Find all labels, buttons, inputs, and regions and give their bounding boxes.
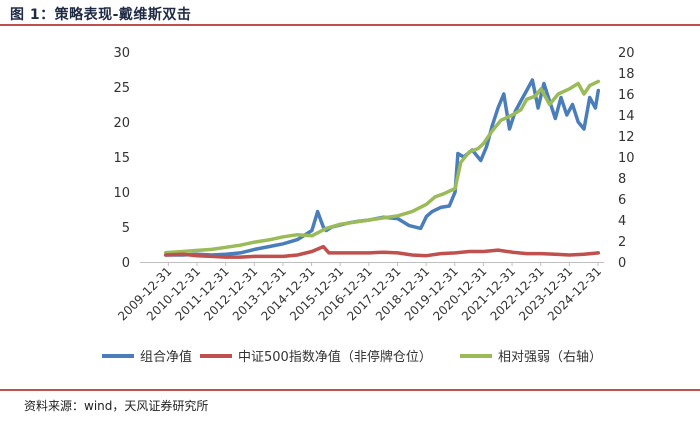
figure-title: 图 1：策略表现-戴维斯双击: [10, 7, 192, 23]
y-right-tick-label: 4: [618, 214, 626, 229]
y-right-tick-label: 14: [618, 109, 635, 124]
y-right-tick-label: 6: [618, 193, 626, 208]
legend-label-1: 组合净值: [140, 349, 192, 365]
y-right-tick-label: 2: [618, 235, 626, 250]
series-line-2: [164, 244, 601, 259]
y-left-tick-label: 5: [122, 221, 130, 236]
y-left-tick-label: 30: [113, 46, 130, 61]
y-right-tick-label: 12: [618, 130, 635, 145]
y-right-tick-label: 20: [618, 46, 635, 61]
source-note: 资料来源：wind，天风证券研究所: [24, 399, 209, 413]
y-right-tick-label: 16: [618, 88, 635, 103]
y-left-tick-label: 25: [113, 81, 130, 96]
y-right-tick-label: 8: [618, 172, 626, 187]
series-line-3: [164, 79, 601, 255]
y-left-tick-label: 20: [113, 116, 130, 131]
y-left-tick-label: 15: [113, 151, 130, 166]
source-rule: [0, 389, 700, 391]
title-rule: [0, 24, 700, 26]
legend-label-3: 相对强弱（右轴）: [498, 350, 602, 365]
y-right-tick-label: 10: [618, 151, 635, 166]
legend-label-2: 中证500指数净值（非停牌仓位）: [238, 349, 432, 365]
y-left-tick-label: 0: [122, 256, 130, 271]
y-right-tick-label: 0: [618, 256, 626, 271]
series-line-1: [164, 78, 601, 257]
y-left-tick-label: 10: [113, 186, 130, 201]
y-right-tick-label: 18: [618, 67, 635, 82]
